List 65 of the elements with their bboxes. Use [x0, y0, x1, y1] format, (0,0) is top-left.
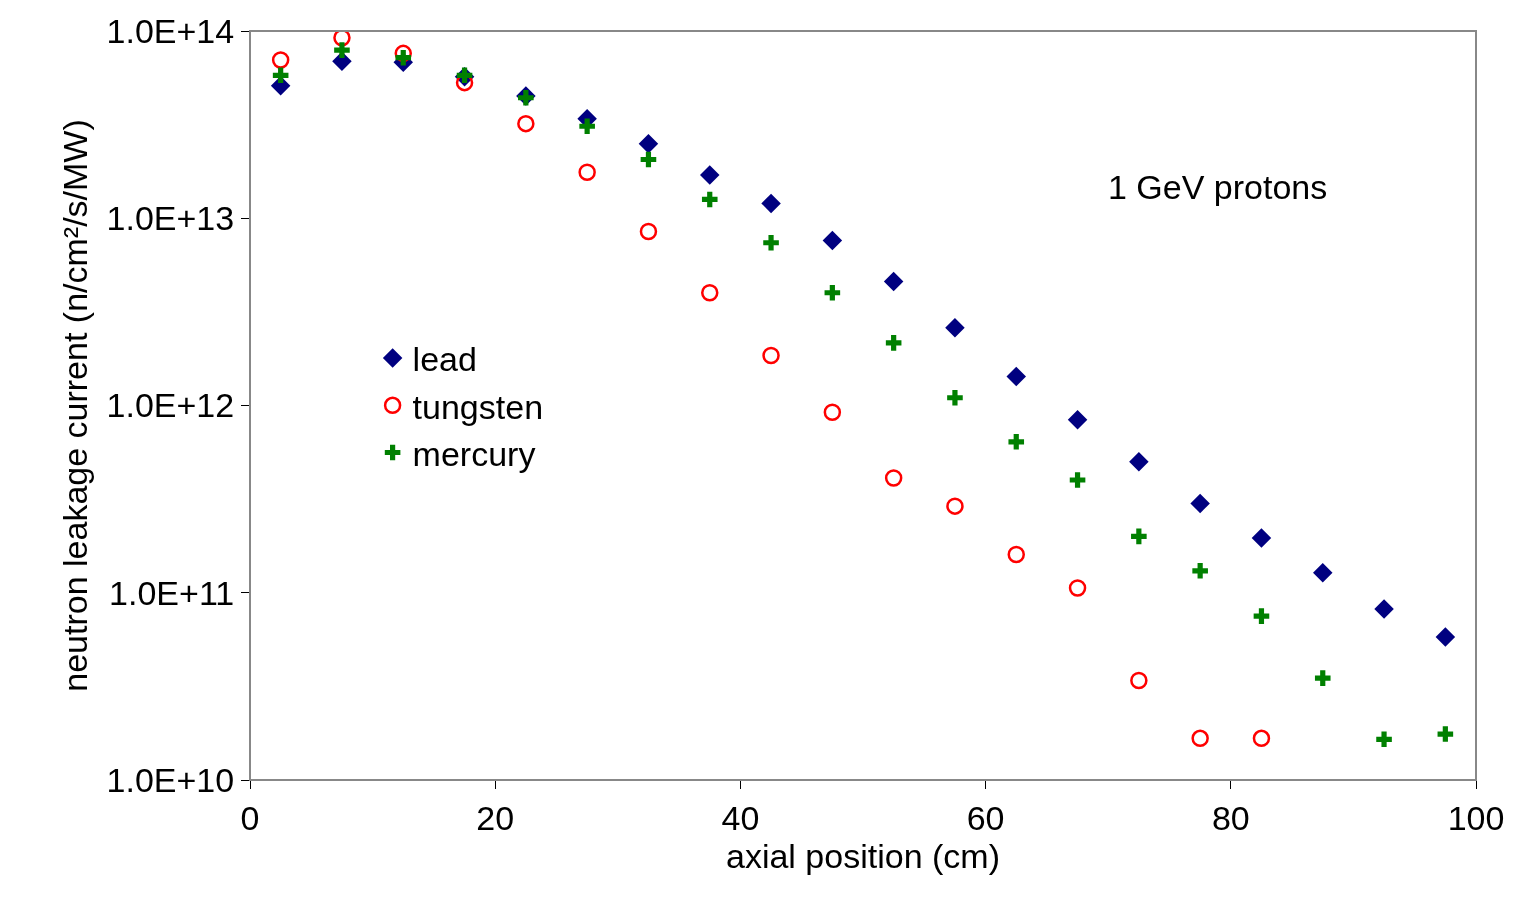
point [1007, 545, 1025, 564]
point [395, 49, 412, 66]
x-tick-label: 20 [476, 798, 515, 837]
point [1251, 528, 1272, 548]
point [1191, 729, 1209, 748]
point [701, 191, 718, 208]
point [822, 230, 843, 251]
point [946, 497, 964, 515]
point [701, 284, 719, 302]
point [1253, 608, 1270, 624]
x-tick-label: 100 [1447, 798, 1505, 837]
y-tick-label: 1.0E+10 [106, 760, 235, 799]
point [272, 67, 289, 84]
point [1437, 726, 1454, 742]
point [639, 222, 658, 241]
point [883, 271, 904, 292]
point [394, 44, 412, 63]
point [1068, 579, 1087, 597]
point [638, 133, 659, 154]
y-axis-title: neutron leakage current (n/cm²/s/MW) [56, 119, 95, 692]
point [1129, 452, 1149, 472]
annotation: 1 GeV protons [1108, 168, 1328, 206]
point [1069, 472, 1086, 488]
point [1008, 433, 1025, 450]
point [885, 335, 902, 351]
x-axis-title: axial position (cm) [726, 837, 1000, 876]
point [1190, 493, 1210, 514]
point [945, 318, 965, 338]
point [333, 31, 351, 47]
point [1252, 729, 1271, 748]
point [762, 346, 780, 365]
y-tick-label: 1.0E+11 [109, 573, 235, 612]
point [1314, 670, 1331, 686]
point [517, 114, 535, 133]
point [1313, 562, 1333, 583]
x-tick-label: 60 [966, 798, 1005, 837]
x-tick-label: 0 [240, 798, 260, 837]
point [824, 284, 841, 301]
legend-label: lead [412, 340, 477, 379]
point [579, 118, 595, 135]
point [823, 403, 842, 422]
point [1067, 409, 1088, 430]
point [1376, 731, 1392, 748]
point [1006, 366, 1026, 387]
y-tick-label: 1.0E+13 [106, 199, 235, 238]
y-tick-label: 1.0E+12 [106, 386, 235, 425]
point [640, 151, 657, 168]
point [761, 193, 781, 214]
point [1192, 562, 1208, 579]
point [334, 42, 350, 58]
y-tick-label: 1.0E+14 [106, 11, 235, 50]
point [947, 389, 963, 406]
point [884, 469, 903, 487]
point [1131, 528, 1147, 545]
point [578, 163, 596, 182]
point [1374, 599, 1394, 619]
point [763, 234, 779, 251]
point [271, 51, 290, 69]
x-tick-label: 40 [721, 798, 760, 837]
x-tick-label: 80 [1211, 798, 1250, 837]
point [1435, 627, 1456, 647]
legend-label: tungsten [412, 387, 544, 426]
legend-label: mercury [412, 434, 536, 473]
point [1130, 671, 1148, 690]
point [700, 165, 720, 185]
